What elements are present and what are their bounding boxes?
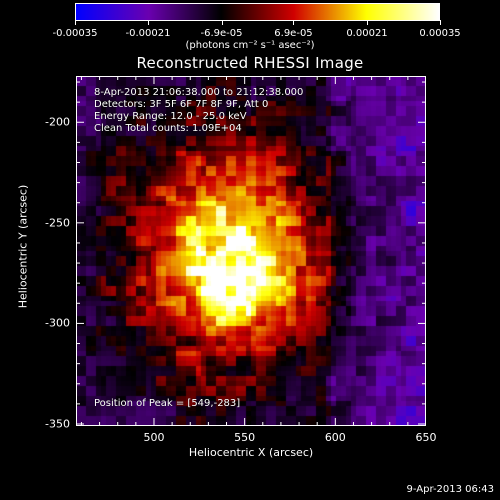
y-axis-label: Heliocentric Y (arcsec) [16,184,30,309]
y-tick-label: -250 [45,216,70,230]
colorbar-tick-label: 6.9e-05 [274,28,313,39]
plot-frame [76,76,426,426]
colorbar-tick-label: -0.00035 [52,28,98,39]
colorbar-units: (photons cm⁻² s⁻¹ asec⁻²) [185,40,315,51]
y-tick-label: -300 [45,316,70,330]
colorbar-tick-mark [367,20,368,25]
annotation-time-range: 8-Apr-2013 21:06:38.000 to 21:12:38.000 [94,87,304,98]
annotation-clean-counts: Clean Total counts: 1.09E+04 [94,123,242,134]
colorbar-tick-label: -6.9e-05 [200,28,243,39]
colorbar-tick-mark [440,20,441,25]
x-tick-label: 500 [143,431,165,444]
colorbar [75,3,440,21]
x-tick-label: 600 [324,431,346,444]
plot-border [76,76,426,426]
y-tick-label: -200 [45,115,70,129]
chart-title: Reconstructed RHESSI Image [136,54,364,72]
colorbar-tick-label: 0.00021 [346,28,388,39]
colorbar-tick-label: -0.00021 [125,28,171,39]
colorbar-tick-mark [221,20,223,25]
y-tick-label: -350 [45,417,70,431]
x-tick-label: 650 [415,431,437,444]
x-tick-label: 550 [234,431,256,444]
annotation-energy-range: Energy Range: 12.0 - 25.0 keV [94,111,247,122]
colorbar-tick-mark [148,20,149,25]
plot-area [76,76,426,426]
annotation-peak-position: Position of Peak = [549,-283] [94,398,241,409]
timestamp: 9-Apr-2013 06:43 [406,484,494,495]
colorbar-tick-mark [293,20,295,25]
x-axis-label: Heliocentric X (arcsec) [188,446,314,459]
colorbar-tick-mark [75,20,76,25]
heatmap-image [76,76,426,426]
annotation-detectors: Detectors: 3F 5F 6F 7F 8F 9F, Att 0 [94,99,269,110]
colorbar-tick-label: 0.00035 [419,28,461,39]
